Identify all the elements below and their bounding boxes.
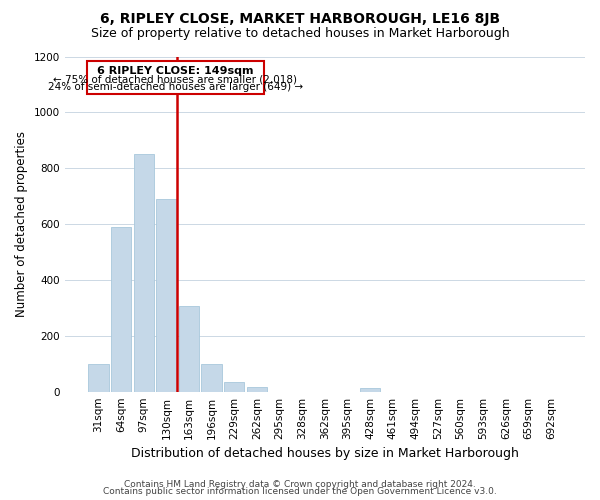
Bar — [224, 382, 244, 392]
Bar — [111, 227, 131, 392]
Y-axis label: Number of detached properties: Number of detached properties — [15, 131, 28, 317]
Bar — [134, 154, 154, 392]
Bar — [87, 60, 264, 94]
Text: Contains HM Land Registry data © Crown copyright and database right 2024.: Contains HM Land Registry data © Crown c… — [124, 480, 476, 489]
Text: Contains public sector information licensed under the Open Government Licence v3: Contains public sector information licen… — [103, 487, 497, 496]
Bar — [88, 364, 109, 392]
Bar — [360, 388, 380, 392]
Bar — [247, 386, 267, 392]
Bar — [156, 199, 176, 392]
X-axis label: Distribution of detached houses by size in Market Harborough: Distribution of detached houses by size … — [131, 447, 519, 460]
Text: 6 RIPLEY CLOSE: 149sqm: 6 RIPLEY CLOSE: 149sqm — [97, 66, 254, 76]
Bar — [179, 306, 199, 392]
Text: 24% of semi-detached houses are larger (649) →: 24% of semi-detached houses are larger (… — [48, 82, 303, 92]
Bar — [202, 364, 222, 392]
Text: ← 75% of detached houses are smaller (2,018): ← 75% of detached houses are smaller (2,… — [53, 74, 298, 85]
Text: Size of property relative to detached houses in Market Harborough: Size of property relative to detached ho… — [91, 28, 509, 40]
Text: 6, RIPLEY CLOSE, MARKET HARBOROUGH, LE16 8JB: 6, RIPLEY CLOSE, MARKET HARBOROUGH, LE16… — [100, 12, 500, 26]
